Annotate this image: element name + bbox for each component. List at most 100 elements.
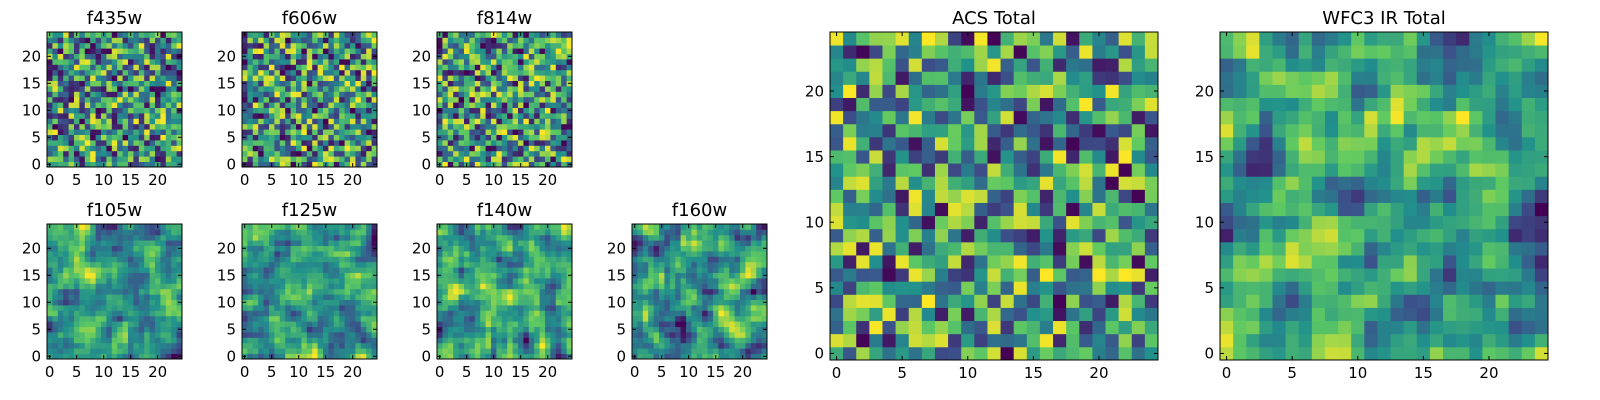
x-tick-label: 15 bbox=[316, 171, 335, 189]
heatmap-cell bbox=[350, 118, 356, 125]
heatmap-cell bbox=[155, 348, 161, 354]
heatmap-cell bbox=[350, 102, 356, 108]
heatmap-cell bbox=[895, 333, 910, 348]
heatmap-cell bbox=[79, 107, 86, 114]
heatmap-cell bbox=[496, 86, 503, 92]
heatmap-cell bbox=[680, 272, 687, 279]
heatmap-cell bbox=[63, 310, 69, 317]
heatmap-cell bbox=[63, 156, 69, 162]
heatmap-cell bbox=[921, 268, 936, 282]
heatmap-cell bbox=[95, 337, 102, 344]
heatmap-cell bbox=[561, 59, 567, 65]
heatmap-cell bbox=[761, 342, 768, 349]
heatmap-cell bbox=[290, 224, 297, 230]
heatmap-cell bbox=[664, 267, 671, 273]
heatmap-cell bbox=[1053, 241, 1067, 256]
heatmap-cell bbox=[290, 118, 297, 125]
heatmap-cell bbox=[518, 272, 524, 279]
heatmap-cell bbox=[57, 86, 64, 92]
heatmap-cell bbox=[713, 294, 719, 300]
heatmap-cell bbox=[745, 315, 752, 322]
heatmap-cell bbox=[756, 326, 762, 333]
heatmap-cell bbox=[144, 91, 150, 98]
heatmap-cell bbox=[79, 91, 86, 98]
heatmap-cell bbox=[534, 96, 540, 103]
heatmap-cell bbox=[57, 32, 64, 38]
heatmap-cell bbox=[242, 118, 248, 125]
x-tick-label: 0 bbox=[45, 363, 55, 381]
heatmap-cell bbox=[566, 310, 573, 317]
heatmap-cell bbox=[57, 91, 64, 98]
heatmap-cell bbox=[458, 113, 465, 119]
heatmap-cell bbox=[637, 337, 644, 344]
heatmap-cell bbox=[122, 353, 129, 360]
heatmap-cell bbox=[485, 53, 492, 60]
heatmap-cell bbox=[106, 53, 113, 60]
heatmap-cell bbox=[518, 113, 524, 119]
heatmap-cell bbox=[539, 261, 546, 268]
heatmap-cell bbox=[79, 150, 86, 157]
heatmap-cell bbox=[63, 32, 69, 38]
heatmap-cell bbox=[366, 86, 372, 92]
heatmap-cell bbox=[447, 134, 454, 141]
heatmap-cell bbox=[138, 91, 145, 98]
heatmap-cell bbox=[301, 96, 308, 103]
heatmap-cell bbox=[371, 156, 378, 162]
heatmap-cell bbox=[84, 283, 91, 290]
heatmap-cell bbox=[637, 321, 644, 327]
heatmap-cell bbox=[696, 337, 703, 344]
heatmap-cell bbox=[1118, 189, 1133, 203]
heatmap-cell bbox=[106, 75, 113, 81]
heatmap-cell bbox=[312, 37, 318, 44]
heatmap-cell bbox=[269, 42, 275, 49]
heatmap-cell bbox=[128, 288, 134, 295]
heatmap-cell bbox=[355, 32, 362, 38]
heatmap-cell bbox=[1066, 268, 1080, 282]
heatmap-cell bbox=[366, 150, 372, 157]
heatmap-cell bbox=[296, 150, 302, 157]
heatmap-cell bbox=[160, 332, 167, 338]
heatmap-cell bbox=[90, 91, 96, 98]
heatmap-cell bbox=[987, 333, 1001, 348]
heatmap-cell bbox=[713, 251, 719, 257]
heatmap-cell bbox=[160, 75, 167, 81]
heatmap-cell bbox=[165, 123, 172, 130]
heatmap-cell bbox=[464, 64, 470, 71]
heatmap-cell bbox=[74, 240, 80, 246]
heatmap-cell bbox=[740, 348, 746, 354]
heatmap-cell bbox=[328, 37, 335, 44]
heatmap-cell bbox=[333, 107, 340, 114]
heatmap-cell bbox=[296, 332, 302, 338]
heatmap-cell bbox=[648, 326, 654, 333]
heatmap-cell bbox=[366, 129, 372, 135]
heatmap-cell bbox=[144, 48, 150, 54]
heatmap-cell bbox=[371, 278, 378, 284]
heatmap-cell bbox=[63, 283, 69, 290]
heatmap-cell bbox=[328, 48, 335, 54]
heatmap-cell bbox=[155, 299, 161, 306]
heatmap-cell bbox=[480, 315, 486, 322]
heatmap-cell bbox=[750, 240, 757, 246]
heatmap-cell bbox=[252, 102, 259, 108]
heatmap-cell bbox=[57, 267, 64, 273]
heatmap-cell bbox=[485, 278, 492, 284]
heatmap-cell bbox=[344, 113, 351, 119]
heatmap-cell bbox=[63, 96, 69, 103]
heatmap-cell bbox=[469, 229, 476, 236]
heatmap-cell bbox=[437, 91, 443, 98]
heatmap-cell bbox=[242, 337, 248, 344]
heatmap-cell bbox=[496, 305, 503, 311]
x-tick-label: 15 bbox=[121, 171, 140, 189]
heatmap-cell bbox=[84, 321, 91, 327]
heatmap-cell bbox=[101, 240, 107, 246]
heatmap-cell bbox=[442, 261, 449, 268]
heatmap-cell bbox=[312, 48, 318, 54]
heatmap-cell bbox=[90, 37, 96, 44]
heatmap-cell bbox=[366, 288, 372, 295]
heatmap-cell bbox=[122, 118, 129, 125]
heatmap-cell bbox=[101, 315, 107, 322]
heatmap-cell bbox=[176, 64, 183, 71]
heatmap-cell bbox=[242, 261, 248, 268]
heatmap-cell bbox=[1131, 176, 1146, 190]
heatmap-cell bbox=[138, 299, 145, 306]
